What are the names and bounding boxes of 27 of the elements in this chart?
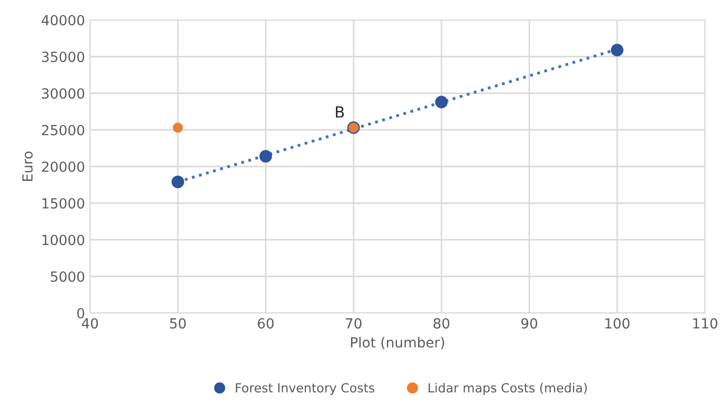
x-tick-label: 50 [170,318,186,329]
x-tick-label: 100 [605,318,630,329]
y-tick-label: 40000 [42,14,84,26]
y-tick-label: 0 [77,308,84,318]
y-tick-label: 10000 [42,234,84,246]
x-axis-title: Plot (number) [351,336,444,350]
point [610,44,624,56]
point [435,96,448,108]
point [172,176,184,188]
y-axis-title: Euro [22,152,33,181]
point [172,122,183,133]
y-tick-label: 30000 [42,88,84,99]
point [259,150,272,163]
y-tick-label: 35000 [42,52,84,62]
legend-label: Forest Inventory Costs [236,383,374,395]
x-tick-label: 80 [434,318,450,329]
x-tick-label: 70 [346,318,362,329]
x-tick-label: 90 [521,318,538,329]
annotation: B [336,106,344,118]
y-tick-label: 5000 [50,271,84,282]
y-tick-label: 20000 [42,161,84,172]
y-tick-label: 15000 [42,198,84,209]
legend-label: Lidar maps Costs (media) [428,382,587,395]
x-tick-label: 60 [258,318,274,329]
y-tick-label: 25000 [42,124,84,136]
x-tick-label: 40 [82,318,98,329]
x-tick-label: 110 [693,318,718,329]
